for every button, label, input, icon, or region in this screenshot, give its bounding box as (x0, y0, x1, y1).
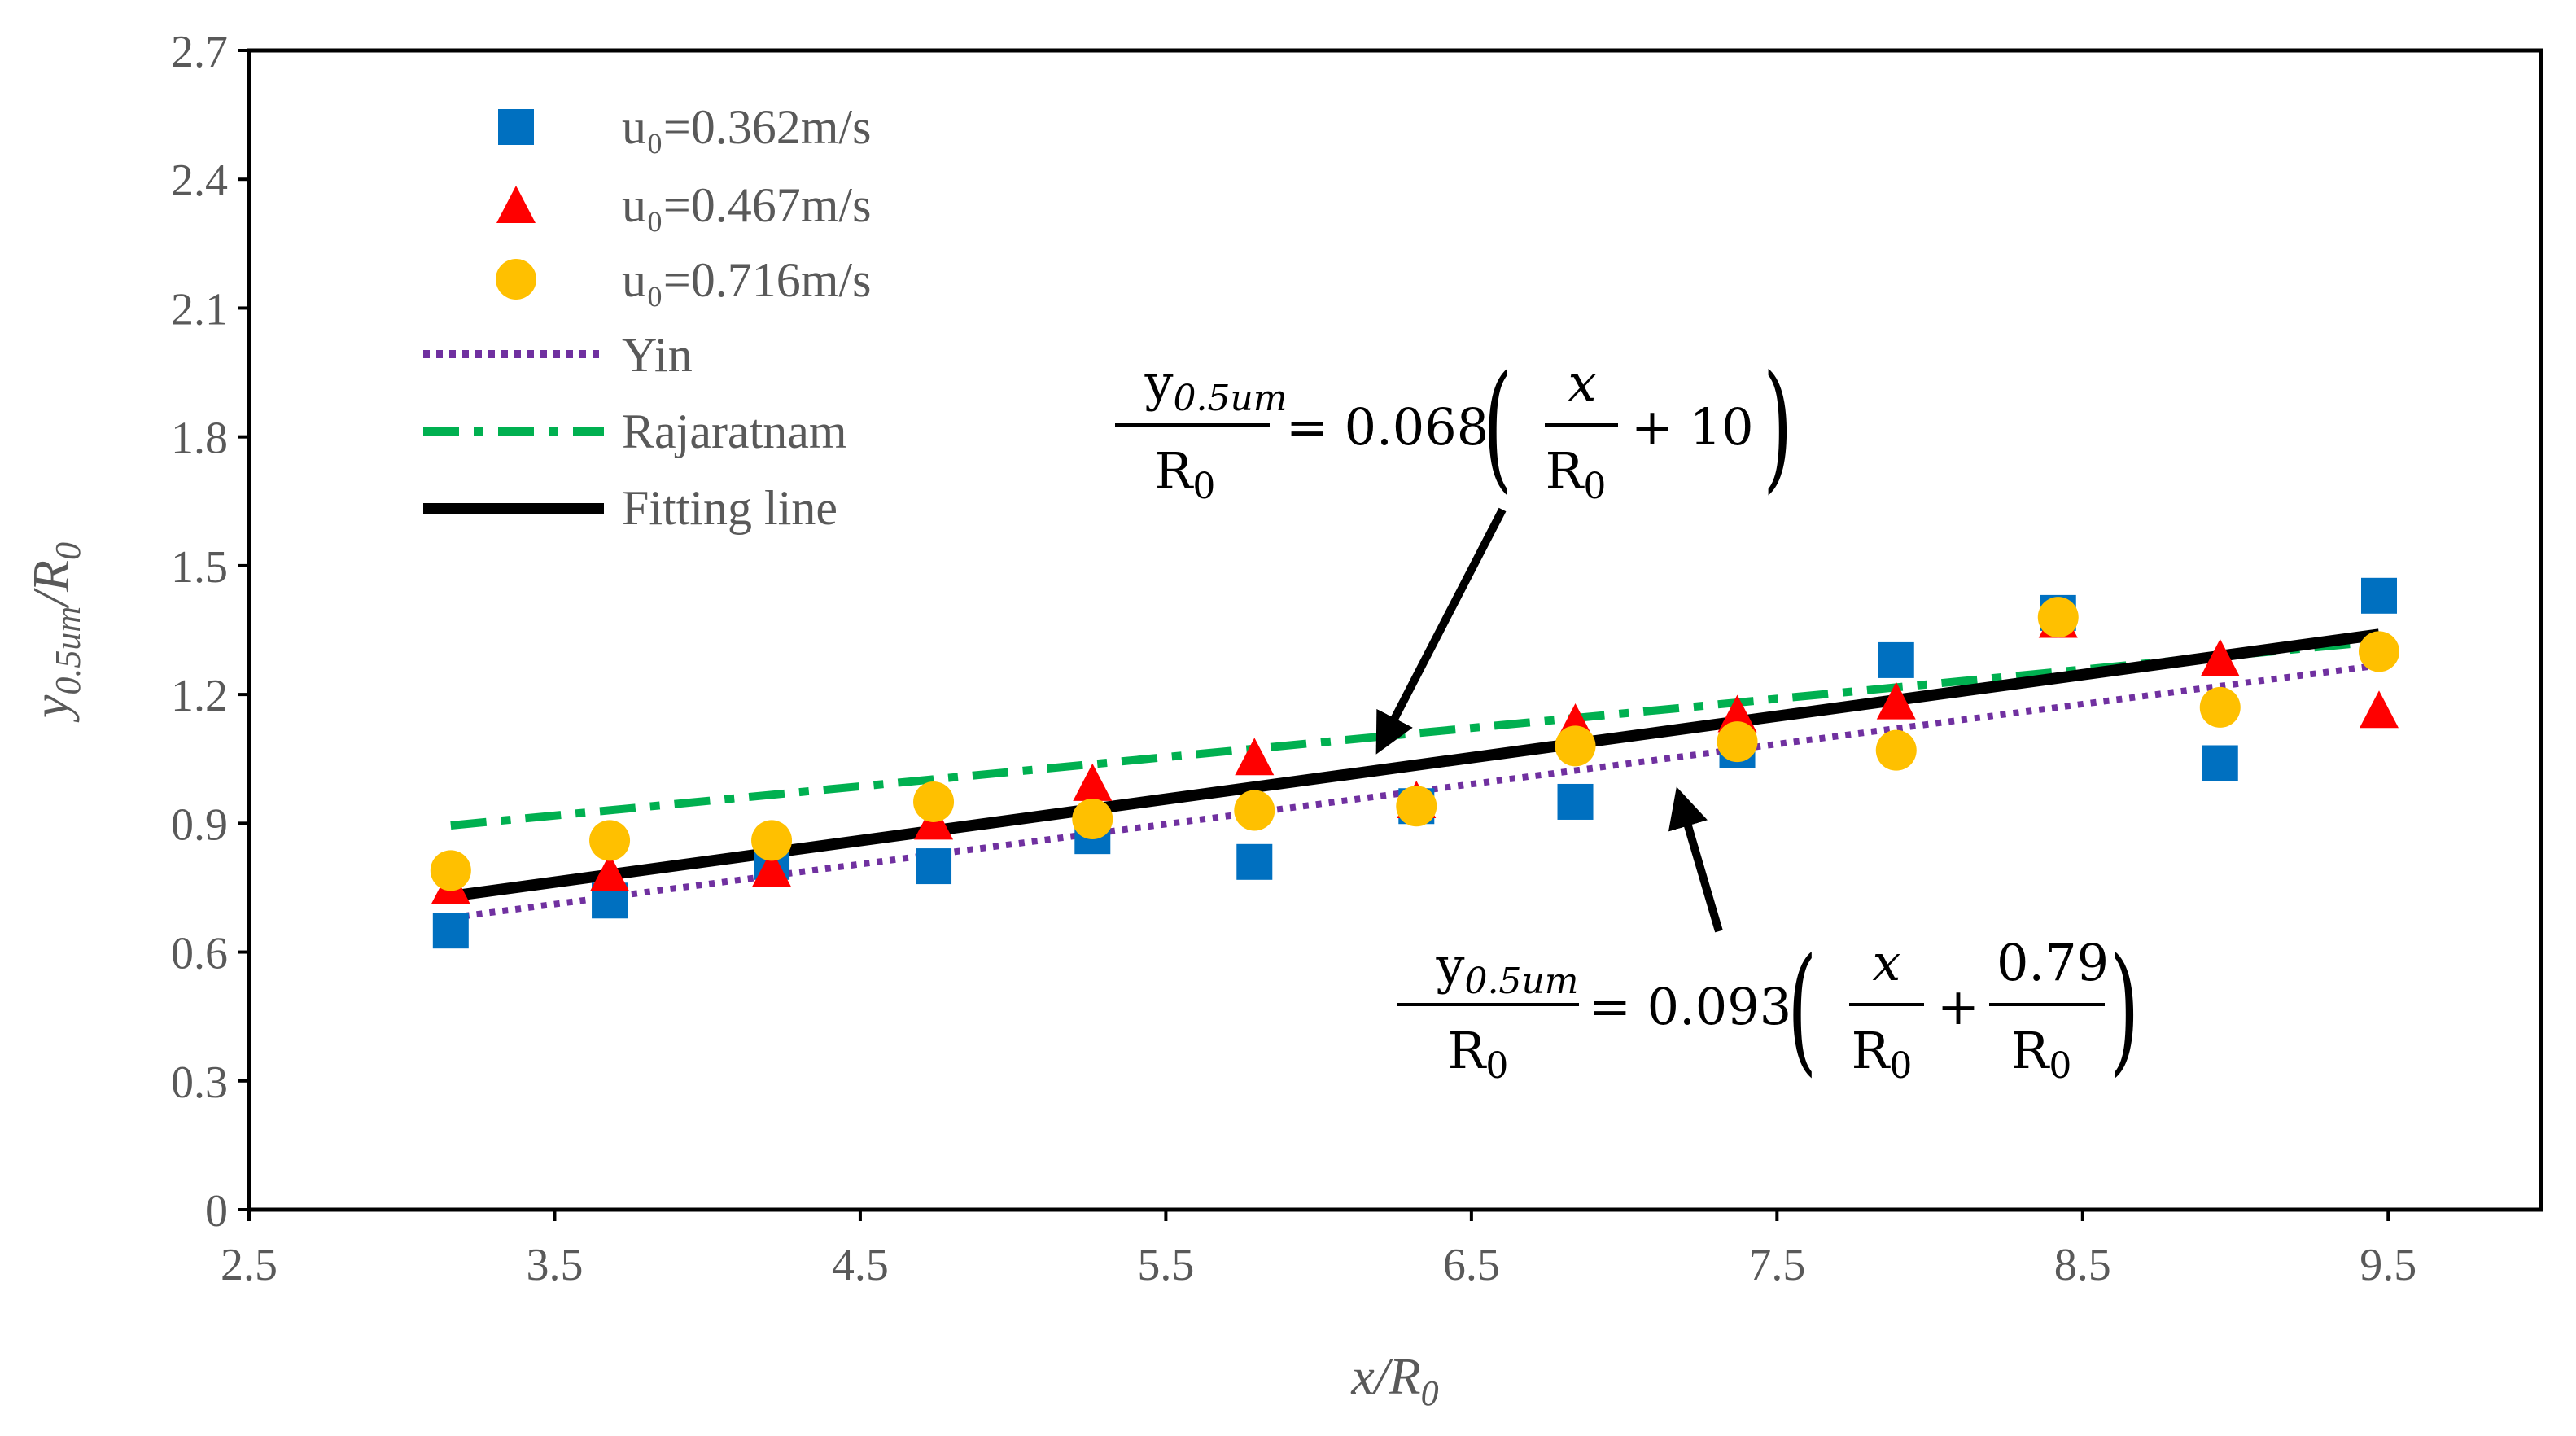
point-circle (2199, 686, 2241, 728)
point-triangle (1717, 694, 1757, 733)
y-tick-label: 0.6 (171, 929, 228, 979)
x-tick-label: 9.5 (2360, 1240, 2416, 1290)
legend-item-u0-0716: u₀=0.716m/s (496, 253, 871, 307)
eq1-coefficient: = 0.068 (1286, 397, 1489, 457)
legend-label: Fitting line (622, 481, 838, 535)
x-tick-label: 6.5 (1443, 1240, 1500, 1290)
point-circle (1875, 729, 1917, 771)
equation-yin: y0.5um R0 = 0.093 ( x R0 + 0.79 R0 ) (1397, 930, 2139, 1090)
y-axis-ticks: 0 0.3 0.6 0.9 1.2 1.5 1.8 2.1 2.4 2.7 (171, 27, 249, 1237)
legend-square-marker (498, 109, 534, 145)
x-tick-label: 5.5 (1137, 1240, 1194, 1290)
point-square (432, 913, 469, 949)
eq2-inner2-denominator: R0 (2011, 1021, 2072, 1087)
eq1-right-paren: ) (1763, 347, 1792, 507)
point-circle (1396, 786, 1437, 827)
y-tick-label: 1.2 (171, 671, 228, 721)
point-triangle (1073, 763, 1113, 801)
equation-rajaratnam: y0.5um R0 = 0.068 ( x R0 + 10 ) (1115, 347, 1792, 507)
eq2-inner-numerator: x (1873, 933, 1901, 992)
y-tick-label: 1.8 (171, 414, 228, 464)
point-circle (430, 850, 471, 891)
data-points (430, 577, 2400, 949)
point-circle (1555, 725, 1596, 767)
x-tick-label: 3.5 (526, 1240, 583, 1290)
eq2-left-paren: ( (1787, 930, 1817, 1090)
point-circle (2359, 631, 2400, 672)
point-triangle (752, 849, 792, 887)
x-axis-ticks: 2.5 3.5 4.5 5.5 6.5 7.5 8.5 9.5 (221, 1210, 2416, 1290)
arrow-to-rajaratnam-line (1375, 507, 1507, 755)
x-tick-label: 4.5 (832, 1240, 889, 1290)
eq1-left-paren: ( (1483, 347, 1512, 507)
eq2-right-paren: ) (2110, 930, 2139, 1090)
eq2-denominator: R0 (1448, 1021, 1509, 1087)
eq2-inner-denominator: R0 (1852, 1021, 1913, 1087)
legend-label: u₀=0.467m/s (622, 178, 871, 232)
point-square (1878, 641, 1914, 678)
point-triangle (2360, 690, 2399, 729)
legend-label: Yin (622, 328, 693, 382)
legend-item-yin: Yin (423, 328, 693, 382)
y-tick-label: 2.1 (171, 284, 228, 335)
point-triangle (2200, 638, 2240, 676)
legend-item-u0-0467: u₀=0.467m/s (496, 178, 871, 232)
eq2-numerator: y0.5um (1435, 936, 1578, 1002)
point-square (1557, 783, 1594, 820)
y-axis-label: y0.5um/R0 (22, 542, 88, 723)
point-circle (1717, 721, 1758, 763)
plot-frame (247, 48, 2543, 1212)
y-tick-label: 0 (205, 1186, 228, 1237)
point-triangle (1876, 681, 1916, 720)
eq1-numerator: y0.5um (1144, 353, 1287, 419)
point-circle (913, 781, 955, 822)
legend-label: u₀=0.716m/s (622, 253, 871, 307)
legend-item-fitting-line: Fitting line (423, 481, 838, 535)
y-tick-label: 0.3 (171, 1057, 228, 1108)
y-tick-label: 0.9 (171, 799, 228, 850)
eq1-tail: + 10 (1631, 397, 1754, 457)
y-tick-label: 2.7 (171, 27, 228, 77)
rajaratnam-line (450, 637, 2380, 830)
eq1-inner-numerator: x (1568, 353, 1597, 413)
point-square (916, 848, 952, 885)
eq1-inner-denominator: R0 (1546, 441, 1607, 507)
point-square (1236, 843, 1273, 880)
point-circle (589, 820, 631, 861)
eq1-denominator: R0 (1155, 441, 1216, 507)
x-axis-label: x/R0 (1350, 1347, 1438, 1413)
eq2-plus: + (1937, 977, 1979, 1036)
point-triangle (590, 853, 630, 891)
legend-circle-marker (496, 259, 536, 300)
point-circle (1234, 790, 1275, 831)
y-tick-label: 2.4 (171, 155, 228, 206)
point-square (2202, 745, 2238, 781)
x-tick-label: 2.5 (221, 1240, 278, 1290)
point-circle (2037, 597, 2079, 638)
point-circle (751, 820, 793, 861)
x-tick-label: 7.5 (1748, 1240, 1805, 1290)
eq2-coefficient: = 0.093 (1589, 977, 1791, 1036)
legend-item-u0-0362: u₀=0.362m/s (498, 100, 871, 154)
legend-label: Rajaratnam (622, 405, 847, 458)
legend-triangle-marker (496, 186, 536, 223)
point-circle (1072, 799, 1113, 840)
point-triangle (1235, 738, 1275, 776)
x-tick-label: 8.5 (2054, 1240, 2111, 1290)
point-square (2361, 577, 2398, 614)
legend-label: u₀=0.362m/s (622, 100, 871, 154)
legend-item-rajaratnam: Rajaratnam (423, 405, 847, 458)
legend: u₀=0.362m/s u₀=0.467m/s u₀=0.716m/s Yin … (423, 100, 871, 535)
arrow-to-yin-line (1668, 786, 1723, 933)
eq2-inner2-numerator: 0.79 (1997, 933, 2109, 992)
y-tick-label: 1.5 (171, 542, 228, 593)
